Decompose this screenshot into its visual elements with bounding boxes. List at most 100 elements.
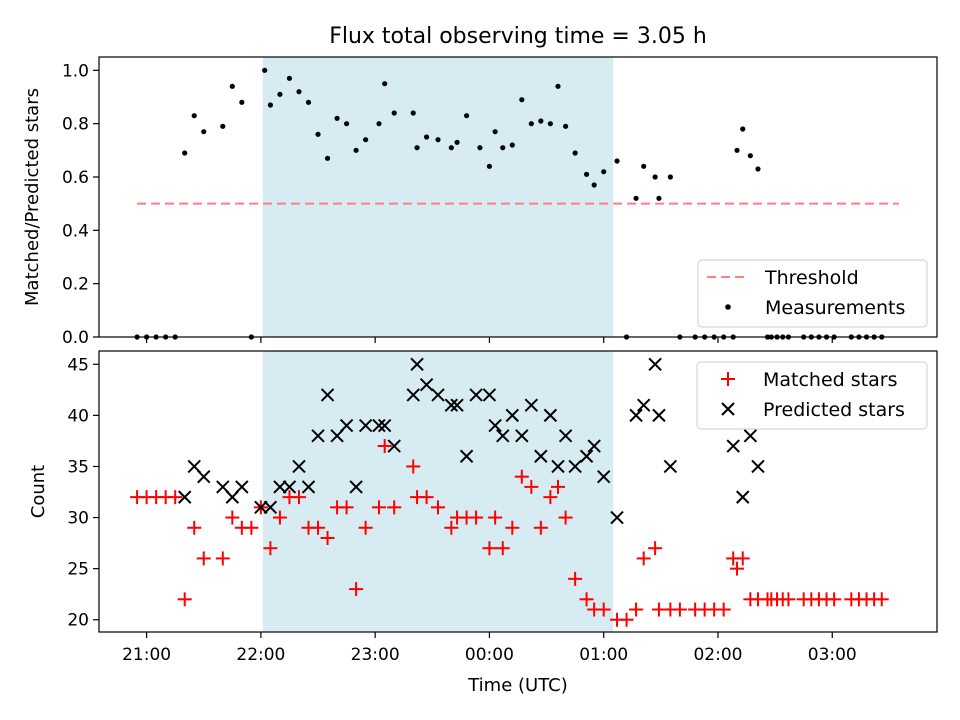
measurement-point: [572, 150, 578, 156]
legend-threshold-label: Threshold: [764, 267, 859, 289]
predicted-star-point: [263, 500, 278, 515]
predicted-star-point: [551, 459, 565, 474]
predicted-star-point: [349, 480, 363, 494]
marker-stroke: [387, 439, 401, 453]
marker-stroke: [505, 408, 519, 423]
matched-star-point: [533, 520, 548, 535]
marker-stroke: [450, 398, 464, 412]
predicted-star-point: [431, 388, 445, 402]
measurement-point: [315, 131, 321, 137]
predicted-star-point: [419, 378, 434, 392]
matched-star-point: [558, 510, 573, 525]
predicted-star-point: [387, 439, 401, 453]
predicted-star-point: [743, 429, 758, 443]
matched-star-point: [550, 479, 565, 494]
ratio-legend: Threshold Measurements: [697, 259, 928, 328]
predicted-star-point: [648, 357, 662, 371]
measurement-point: [410, 110, 416, 116]
matched-star-point: [716, 602, 731, 617]
predicted-star-point: [372, 418, 386, 433]
marker-stroke: [568, 459, 582, 474]
y-tick-label: 1.0: [62, 61, 89, 81]
predicted-star-point: [301, 480, 316, 494]
y-tick-label: 0.8: [62, 115, 89, 135]
marker-stroke: [311, 429, 325, 443]
predicted-star-point: [320, 388, 335, 402]
marker-stroke: [543, 408, 558, 423]
matched-star-point: [320, 530, 335, 545]
measurement-point: [454, 139, 460, 145]
measurement-point: [656, 195, 662, 201]
matched-star-point: [488, 510, 503, 525]
predicted-star-point: [515, 429, 529, 443]
measurement-point: [734, 147, 740, 153]
measurement-point: [448, 145, 454, 151]
matched-star-point: [482, 541, 497, 556]
matched-star-point: [244, 520, 259, 535]
matched-star-point: [444, 520, 459, 535]
y-tick-label: 0.4: [62, 221, 89, 241]
measurement-point: [376, 121, 382, 127]
marker-stroke: [663, 459, 678, 474]
measurement-point: [296, 89, 302, 95]
matched-star-point: [263, 541, 278, 556]
predicted-star-point: [568, 459, 582, 474]
marker-stroke: [534, 449, 548, 463]
marker-stroke: [235, 480, 249, 494]
legend-predicted-swatch: [721, 402, 735, 416]
matched-star-point: [579, 592, 594, 607]
marker-stroke: [496, 429, 510, 443]
measurement-point: [652, 174, 658, 180]
measurement-point: [182, 150, 188, 156]
measurement-point: [423, 134, 430, 140]
legend-matched-swatch: [721, 372, 735, 386]
predicted-star-point: [558, 429, 573, 443]
marker-stroke: [372, 418, 386, 433]
predicted-star-point: [406, 388, 420, 402]
measurement-point: [519, 97, 525, 103]
predicted-star-point: [610, 510, 624, 525]
marker-stroke: [349, 480, 363, 494]
measurement-point: [191, 113, 197, 119]
legend-predicted-label: Predicted stars: [763, 399, 905, 421]
marker-stroke: [320, 388, 335, 402]
predicted-star-point: [587, 439, 601, 453]
matched-star-point: [406, 459, 421, 474]
matched-star-point: [648, 541, 663, 556]
measurement-point: [641, 163, 647, 169]
matched-star-point: [505, 520, 520, 535]
marker-stroke: [254, 500, 268, 515]
matched-star-point: [827, 592, 842, 607]
measurement-point: [509, 142, 515, 148]
count-points: [130, 357, 889, 627]
ratio-panel: 0.0 0.2 0.4 0.6 0.8 1.0 Matched/Predicted sta…: [22, 56, 938, 348]
marker-stroke: [444, 398, 459, 412]
measurement-point: [343, 121, 350, 127]
measurement-point: [286, 75, 293, 81]
measurement-point: [477, 145, 483, 151]
matched-star-point: [387, 500, 402, 515]
measurement-point: [334, 115, 340, 121]
predicted-star-point: [636, 398, 651, 412]
x-tick-label: 01:00: [579, 645, 628, 665]
predicted-star-point: [534, 449, 548, 463]
predicted-star-point: [505, 408, 519, 423]
predicted-star-point: [663, 459, 678, 474]
marker-stroke: [488, 418, 502, 433]
marker-stroke: [377, 418, 392, 433]
ratio-y-label: Matched/Predicted stars: [22, 88, 43, 306]
measurement-point: [486, 163, 493, 169]
matched-star-point: [196, 551, 211, 566]
matched-star-point: [272, 510, 287, 525]
legend-measurement-label: Measurements: [765, 297, 905, 319]
measurement-point: [229, 83, 235, 89]
measurement-point: [382, 81, 388, 87]
measurement-point: [591, 182, 597, 188]
y-tick-label: 35: [67, 457, 89, 477]
measurement-point: [239, 99, 245, 105]
marker-stroke: [263, 500, 278, 515]
predicted-star-point: [410, 357, 424, 371]
matched-star-point: [339, 500, 354, 515]
measurement-point: [740, 126, 746, 132]
marker-stroke: [736, 490, 750, 504]
